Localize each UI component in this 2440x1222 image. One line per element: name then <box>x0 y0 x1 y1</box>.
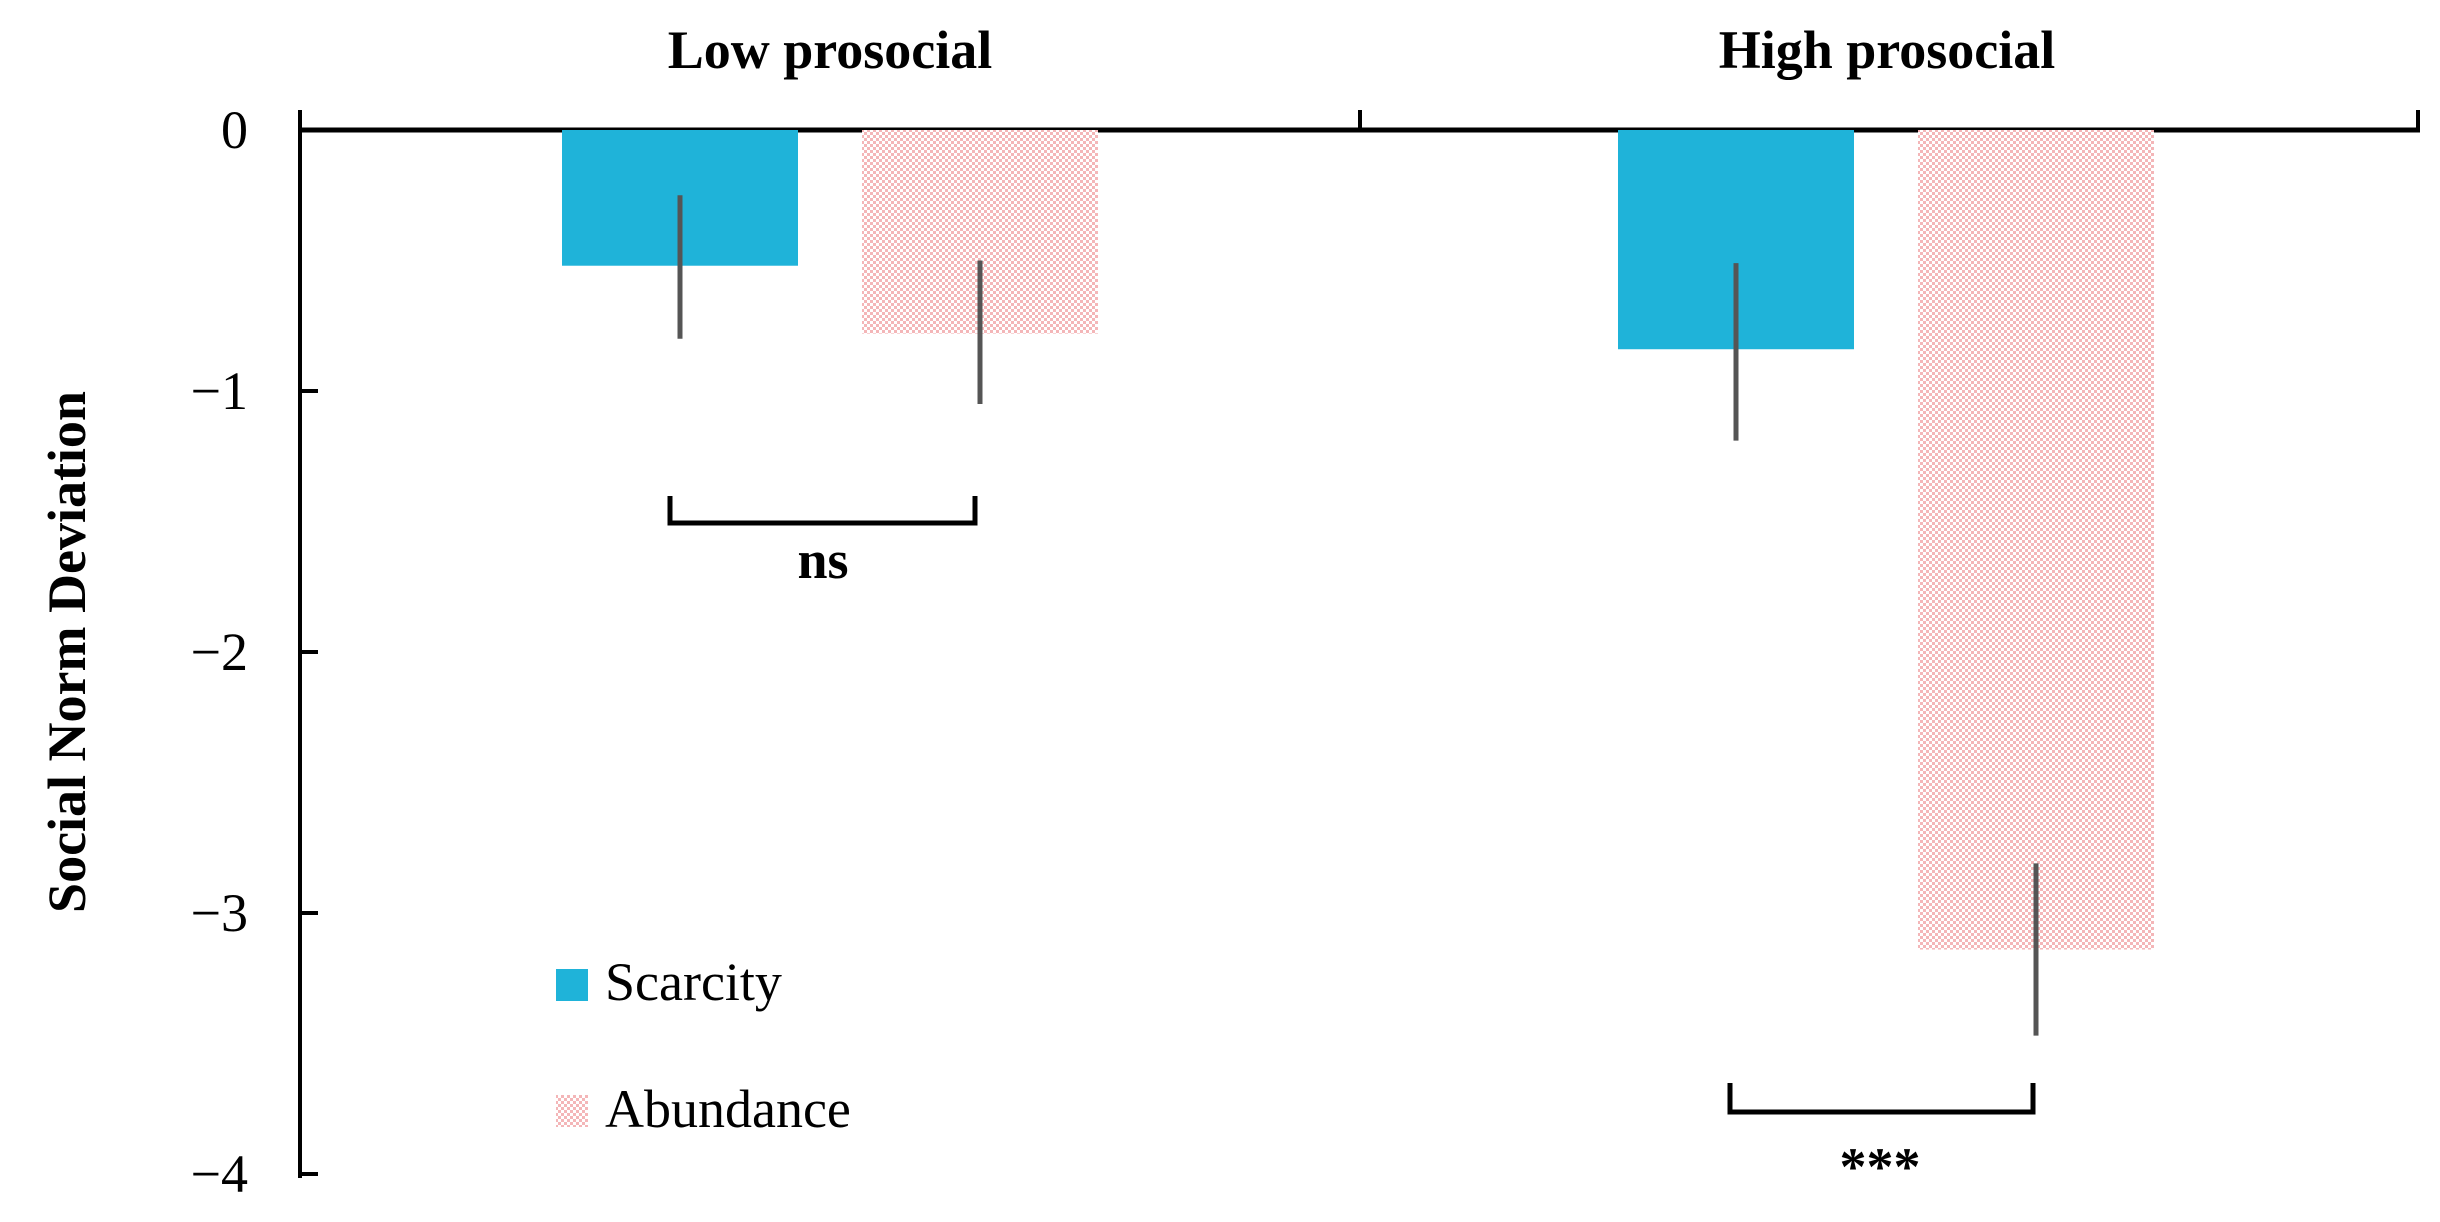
legend-swatch-scarcity <box>556 969 588 1001</box>
category-label-high-prosocial: High prosocial <box>1719 20 2056 80</box>
legend-label-scarcity: Scarcity <box>605 952 782 1012</box>
significance-bracket-high-prosocial <box>1727 1083 2036 1115</box>
legend-label-abundance: Abundance <box>605 1079 851 1139</box>
y-tick-label: −2 <box>191 622 248 682</box>
y-ticks: 0 −1 −2 −3 −4 <box>191 100 318 1204</box>
significance-label-high-prosocial: *** <box>1840 1137 1921 1197</box>
legend-swatch-abundance <box>556 1095 588 1127</box>
y-tick-label: 0 <box>221 100 248 160</box>
bar-abundance-high-prosocial <box>1918 130 2154 950</box>
y-tick-label: −3 <box>191 883 248 943</box>
y-axis-title: Social Norm Deviation <box>37 391 97 913</box>
category-label-low-prosocial: Low prosocial <box>668 20 993 80</box>
y-tick-label: −1 <box>191 361 248 421</box>
significance-label-low-prosocial: ns <box>797 530 848 590</box>
significance-bracket-low-prosocial <box>667 496 978 526</box>
y-tick-label: −4 <box>191 1144 248 1204</box>
